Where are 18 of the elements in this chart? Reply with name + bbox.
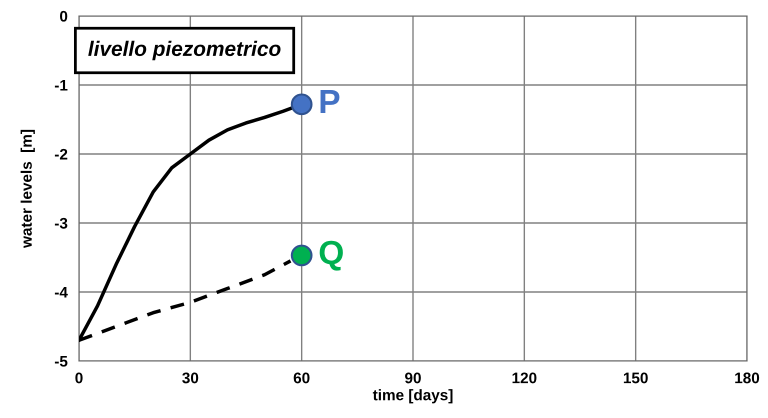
y-tick-label: -5 — [54, 356, 68, 367]
y-axis-title: water levels [m] — [20, 130, 35, 248]
x-tick-label: 0 — [75, 372, 83, 384]
x-tick-label: 120 — [512, 372, 536, 384]
y-tick-label: -3 — [54, 218, 68, 229]
text: livello piezometrico — [88, 40, 281, 60]
x-tick-label: 30 — [182, 372, 198, 384]
y-tick-label: -1 — [54, 80, 68, 91]
x-tick-label: 60 — [294, 372, 310, 384]
x-tick-label: 150 — [624, 372, 648, 384]
x-tick-label: 180 — [735, 372, 760, 384]
y-tick-label: -4 — [54, 287, 68, 298]
y-tick-label: 0 — [60, 10, 68, 22]
series-label: Q — [320, 240, 343, 271]
x-axis-title: time [days] — [372, 389, 452, 404]
x-tick-label: 90 — [405, 372, 421, 384]
series-label: P — [320, 90, 340, 113]
y-tick-label: -2 — [54, 148, 68, 160]
